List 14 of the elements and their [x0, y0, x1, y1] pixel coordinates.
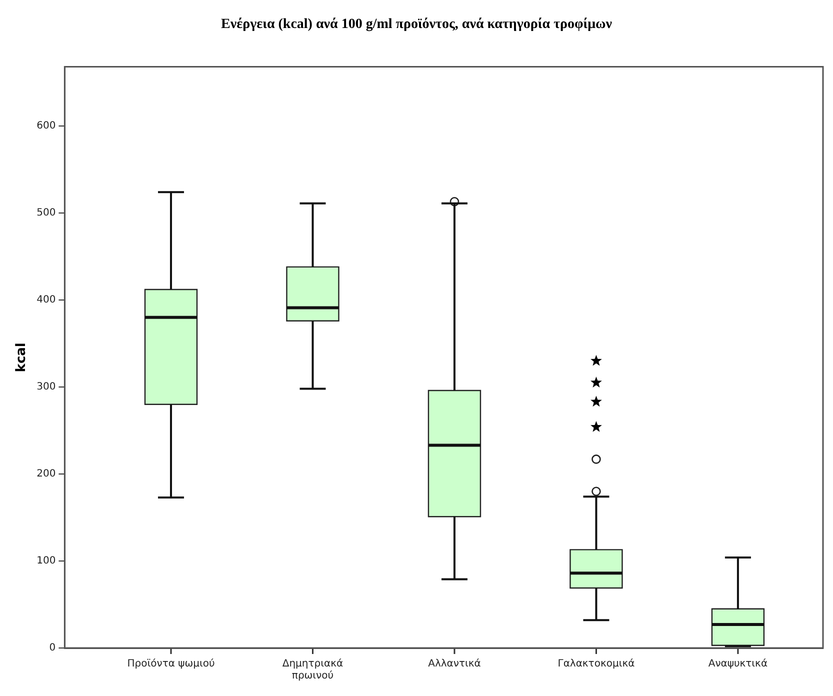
y-tick-label: 400	[36, 294, 56, 306]
x-tick-label: Αλλαντικά	[428, 658, 482, 670]
y-tick-label: 0	[49, 642, 56, 654]
x-tick-label: Δημητριακά πρωινού	[282, 658, 344, 682]
x-tick-label: Γαλακτοκομικά	[558, 658, 636, 670]
chart-title: Ενέργεια (kcal) ανά 100 g/ml προϊόντος, ανά κατηγορία τροφίμων	[220, 17, 613, 32]
x-tick-label: Αναψυκτικά	[708, 658, 768, 670]
y-tick-label: 300	[36, 382, 56, 393]
y-tick-label: 100	[36, 556, 56, 567]
y-tick-label: 200	[36, 468, 56, 480]
y-axis-title: kcal	[14, 342, 30, 372]
y-tick-label: 600	[36, 120, 56, 132]
y-tick-label: 500	[36, 208, 56, 219]
x-tick-label: Προϊόντα ψωμιού	[127, 658, 215, 670]
